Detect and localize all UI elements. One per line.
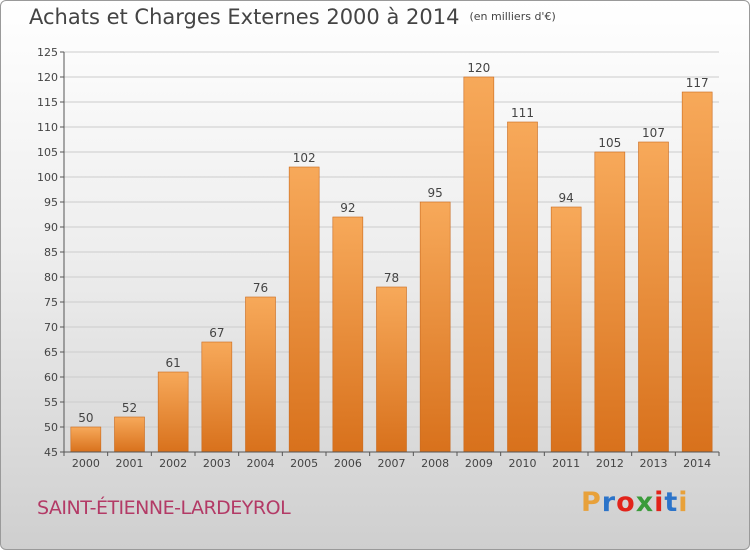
- x-tick-label: 2007: [378, 457, 406, 470]
- bar: [419, 201, 451, 453]
- data-label: 61: [166, 356, 181, 370]
- x-tick-label: 2005: [290, 457, 318, 470]
- bars: [70, 76, 713, 453]
- bar: [376, 286, 407, 453]
- y-tick-label: 110: [37, 121, 58, 134]
- x-tick-label: 2011: [552, 457, 580, 470]
- data-label: 76: [253, 281, 268, 295]
- title-unit: (en milliers d'€): [469, 10, 556, 23]
- logo-letter: x: [635, 487, 655, 518]
- bar: [114, 416, 145, 453]
- y-tick-label: 95: [44, 196, 58, 209]
- bar: [550, 206, 582, 453]
- bar: [594, 151, 626, 453]
- proxiti-logo[interactable]: Proxiti: [581, 487, 689, 518]
- data-label: 111: [511, 106, 534, 120]
- chart-title: Achats et Charges Externes 2000 à 2014 (e…: [29, 5, 556, 29]
- bar: [70, 426, 102, 453]
- bar: [288, 166, 320, 453]
- logo-letter: P: [581, 487, 602, 518]
- bar: [201, 341, 233, 453]
- y-tick-label: 100: [37, 171, 58, 184]
- x-tick-label: 2006: [334, 457, 362, 470]
- y-tick-label: 55: [44, 396, 58, 409]
- bar: [332, 216, 364, 453]
- y-tick-label: 50: [44, 421, 58, 434]
- x-tick-label: 2003: [203, 457, 231, 470]
- logo-letter: t: [664, 487, 679, 518]
- labels: 45 50 55 60 65 70 75 80 85 90 95 100 105 110 115 120 125…: [37, 46, 711, 470]
- y-tick-label: 115: [37, 96, 58, 109]
- y-tick-label: 60: [44, 371, 58, 384]
- data-label: 94: [559, 191, 574, 205]
- data-label: 50: [78, 411, 93, 425]
- data-label: 102: [293, 151, 316, 165]
- x-tick-label: 2001: [116, 457, 144, 470]
- bar: [507, 121, 538, 453]
- x-tick-label: 2000: [72, 457, 100, 470]
- bar: [638, 141, 669, 453]
- y-tick-label: 85: [44, 246, 58, 259]
- y-tick-label: 105: [37, 146, 58, 159]
- bar: [681, 91, 713, 453]
- commune-name: SAINT-ÉTIENNE-LARDEYROL: [37, 497, 291, 519]
- data-label: 117: [686, 76, 709, 90]
- y-tick-label: 90: [44, 221, 58, 234]
- y-tick-label: 80: [44, 271, 58, 284]
- logo-letter: i: [678, 487, 689, 518]
- x-tick-label: 2014: [683, 457, 711, 470]
- axes: [60, 51, 720, 456]
- data-label: 120: [467, 61, 490, 75]
- x-tick-label: 2012: [596, 457, 624, 470]
- y-tick-label: 125: [37, 46, 58, 59]
- bar: [157, 371, 189, 453]
- y-tick-label: 65: [44, 346, 58, 359]
- y-tick-label: 45: [44, 446, 58, 459]
- data-label: 52: [122, 401, 137, 415]
- x-tick-label: 2013: [640, 457, 668, 470]
- data-label: 107: [642, 126, 665, 140]
- y-tick-label: 75: [44, 296, 58, 309]
- y-tick-label: 70: [44, 321, 58, 334]
- logo-letter: r: [601, 487, 617, 518]
- x-tick-label: 2004: [247, 457, 275, 470]
- x-tick-label: 2009: [465, 457, 493, 470]
- data-label: 67: [209, 326, 224, 340]
- x-tick-label: 2008: [421, 457, 449, 470]
- logo-letter: i: [654, 487, 665, 518]
- x-tick-label: 2002: [159, 457, 187, 470]
- data-label: 95: [428, 186, 443, 200]
- x-tick-label: 2010: [509, 457, 537, 470]
- y-tick-label: 120: [37, 71, 58, 84]
- data-label: 78: [384, 271, 399, 285]
- bar: [245, 296, 276, 453]
- data-label: 105: [598, 136, 621, 150]
- data-label: 92: [340, 201, 355, 215]
- title-main: Achats et Charges Externes 2000 à 2014: [29, 5, 460, 29]
- logo-letter: o: [616, 487, 636, 518]
- bar: [463, 76, 495, 453]
